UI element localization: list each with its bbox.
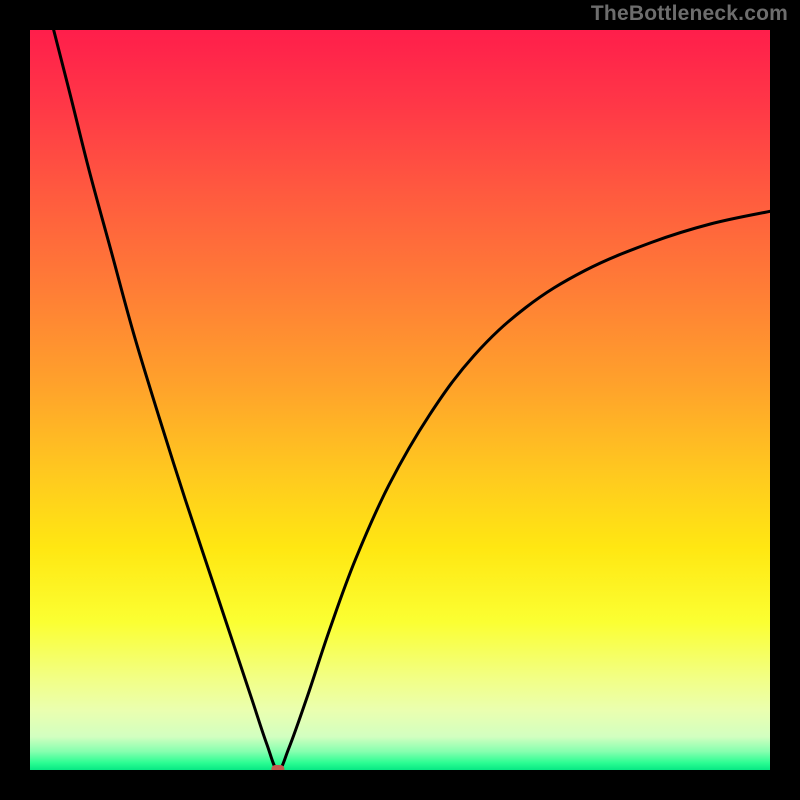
watermark-text: TheBottleneck.com [591, 2, 788, 26]
chart-container: { "canvas": { "width": 800, "height": 80… [0, 0, 800, 800]
plot-area [30, 30, 770, 775]
gradient-background [30, 30, 770, 770]
bottleneck-chart [0, 0, 800, 800]
